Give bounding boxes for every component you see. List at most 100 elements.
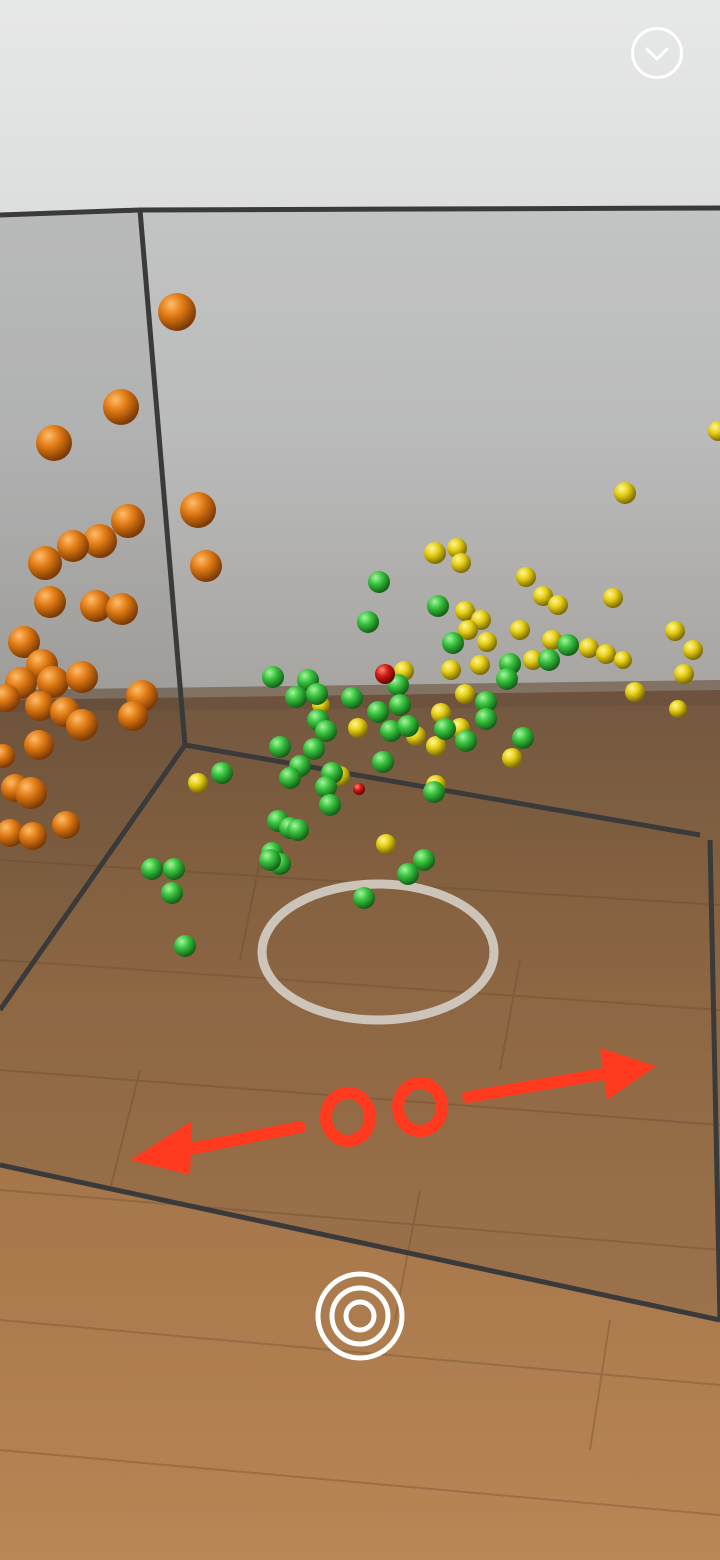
yellow-ball: [455, 601, 475, 621]
yellow-ball: [614, 651, 632, 669]
yellow-ball: [625, 682, 645, 702]
green-ball: [434, 718, 456, 740]
yellow-ball: [470, 655, 490, 675]
yellow-ball: [683, 640, 703, 660]
placement-ring: [257, 879, 499, 1025]
collapse-button[interactable]: Collapse: [630, 26, 684, 80]
green-ball: [427, 595, 449, 617]
yellow-ball: [669, 700, 687, 718]
orange-ball: [66, 709, 98, 741]
orange-ball: [103, 389, 139, 425]
green-ball: [174, 935, 196, 957]
yellow-ball: [348, 718, 368, 738]
green-ball: [319, 794, 341, 816]
orange-ball: [34, 586, 66, 618]
red-balls: [353, 664, 395, 795]
orange-ball: [0, 819, 24, 847]
green-ball: [262, 666, 284, 688]
orange-ball: [106, 593, 138, 625]
orange-ball: [80, 590, 112, 622]
green-ball: [285, 686, 307, 708]
orange-ball: [190, 550, 222, 582]
green-ball: [367, 701, 389, 723]
green-ball: [397, 715, 419, 737]
yellow-ball: [477, 632, 497, 652]
green-ball: [315, 720, 337, 742]
yellow-ball: [510, 620, 530, 640]
green-ball: [397, 863, 419, 885]
orange-ball: [0, 684, 20, 712]
yellow-ball: [441, 660, 461, 680]
orange-ball: [66, 661, 98, 693]
yellow-ball: [447, 538, 467, 558]
orange-ball: [180, 492, 216, 528]
yellow-ball: [533, 586, 553, 606]
green-balls: [141, 571, 579, 957]
orange-ball: [36, 425, 72, 461]
yellow-ball: [603, 588, 623, 608]
green-ball: [315, 776, 337, 798]
green-ball: [389, 694, 411, 716]
yellow-ball: [451, 553, 471, 573]
orange-ball: [37, 666, 69, 698]
orange-ball: [15, 777, 47, 809]
green-ball: [353, 887, 375, 909]
yellow-ball: [426, 736, 446, 756]
yellow-ball: [516, 567, 536, 587]
green-ball: [161, 882, 183, 904]
yellow-ball: [431, 703, 451, 723]
green-ball: [455, 730, 477, 752]
yellow-ball: [708, 421, 720, 441]
green-ball: [303, 738, 325, 760]
green-ball: [372, 751, 394, 773]
yellow-ball: [665, 621, 685, 641]
yellow-ball: [674, 664, 694, 684]
yellow-ball: [188, 773, 208, 793]
green-ball: [512, 727, 534, 749]
green-ball: [341, 687, 363, 709]
green-ball: [475, 691, 497, 713]
green-ball: [163, 858, 185, 880]
green-ball: [357, 611, 379, 633]
yellow-ball: [548, 595, 568, 615]
green-ball: [423, 781, 445, 803]
orange-ball: [158, 293, 196, 331]
glass-box: [0, 205, 720, 1323]
green-ball: [413, 849, 435, 871]
green-ball: [442, 632, 464, 654]
green-ball: [496, 668, 518, 690]
yellow-ball: [523, 650, 543, 670]
capture-button[interactable]: Capture: [314, 1270, 406, 1362]
green-ball: [475, 708, 497, 730]
yellow-ball: [579, 638, 599, 658]
green-ball: [380, 720, 402, 742]
green-ball: [557, 634, 579, 656]
green-ball: [287, 819, 309, 841]
orange-ball: [57, 530, 89, 562]
yellow-ball: [424, 542, 446, 564]
green-ball: [368, 571, 390, 593]
orange-ball: [118, 701, 148, 731]
orange-ball: [111, 504, 145, 538]
orange-ball: [8, 626, 40, 658]
target-icon: [315, 1271, 405, 1361]
yellow-ball: [376, 834, 396, 854]
green-ball: [259, 849, 281, 871]
yellow-ball: [455, 684, 475, 704]
green-ball: [306, 683, 328, 705]
green-ball: [141, 858, 163, 880]
green-ball: [538, 649, 560, 671]
yellow-ball: [458, 620, 478, 640]
yellow-ball: [502, 748, 522, 768]
orange-ball: [52, 811, 80, 839]
yellow-ball: [614, 482, 636, 504]
orange-ball: [25, 691, 55, 721]
orange-balls: [0, 293, 222, 850]
green-ball: [279, 767, 301, 789]
chevron-down-icon: [631, 27, 683, 79]
orange-ball: [28, 546, 62, 580]
orange-ball: [19, 822, 47, 850]
orange-ball: [0, 744, 15, 768]
orange-ball: [24, 730, 54, 760]
red-ball: [375, 664, 395, 684]
